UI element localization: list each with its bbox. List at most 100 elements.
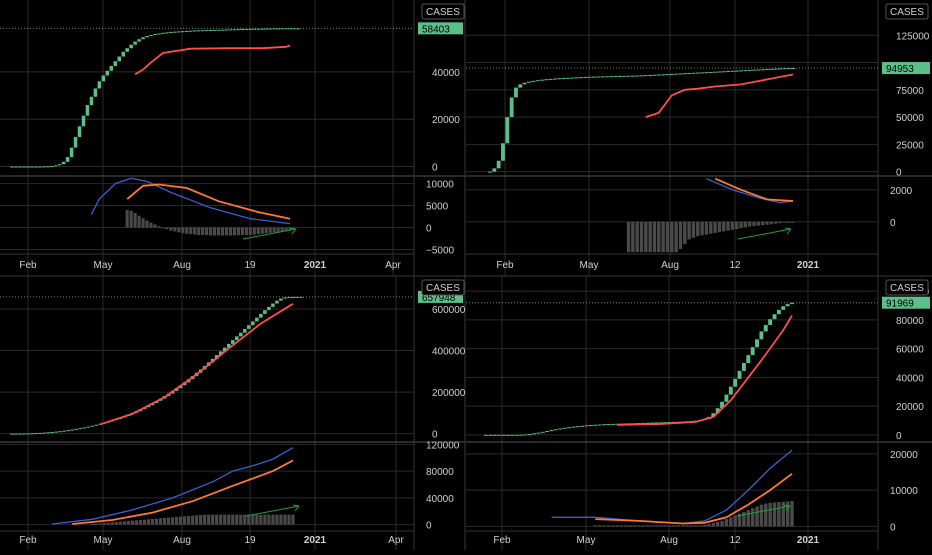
candle: [553, 78, 557, 80]
candle: [208, 30, 213, 32]
trend-arrow-head: [783, 504, 791, 512]
trend-arrow: [242, 228, 297, 240]
candle: [641, 422, 646, 424]
candle: [54, 431, 58, 433]
histogram-bar: [635, 221, 639, 253]
histogram-bar: [197, 227, 201, 235]
candle: [554, 429, 558, 431]
candle: [30, 433, 34, 435]
candle: [730, 70, 735, 72]
candle: [53, 165, 58, 167]
moving-average-line: [617, 315, 793, 426]
candle: [737, 370, 742, 379]
trend-arrow: [736, 505, 791, 517]
histogram-bar: [288, 227, 292, 231]
histogram-bar: [173, 227, 177, 232]
histogram-bar: [98, 523, 102, 525]
histogram-bar: [224, 227, 229, 236]
time-axis-tick: Feb: [19, 260, 37, 271]
histogram-bar: [243, 514, 247, 525]
candle: [691, 72, 696, 74]
histogram-bar: [145, 220, 149, 228]
histogram-bar: [722, 221, 726, 232]
histogram-bar: [240, 227, 244, 235]
candle: [522, 82, 527, 85]
chart-panel-3: 6579480200000400000600000120000800004000…: [0, 276, 466, 550]
histogram-bar: [209, 227, 213, 236]
price-axis-tick: 0: [896, 431, 902, 442]
candle: [46, 432, 50, 434]
candle: [288, 28, 292, 30]
candle: [665, 74, 670, 76]
histogram-bar: [130, 520, 135, 525]
time-axis-tick: 19: [244, 260, 256, 271]
candle: [726, 71, 730, 73]
price-axis-tick: 20000: [432, 115, 460, 126]
histogram-bar: [733, 515, 737, 527]
histogram-bar: [232, 227, 237, 236]
histogram-bar: [765, 221, 769, 225]
candle: [781, 306, 786, 310]
histogram-bar: [169, 227, 173, 231]
candle: [606, 424, 611, 426]
histogram-bar: [259, 514, 263, 525]
price-axis-tick: 75000: [896, 86, 924, 97]
candle: [42, 432, 46, 434]
histogram-bar: [709, 221, 713, 234]
histogram-bar: [150, 518, 155, 525]
symbol-badge[interactable]: [421, 3, 465, 20]
signal-line: [126, 183, 291, 220]
candle: [523, 434, 528, 436]
histogram-bar: [713, 221, 717, 233]
candle: [291, 296, 295, 298]
candle: [70, 429, 74, 431]
candle: [173, 31, 177, 33]
candle: [101, 75, 106, 82]
symbol-badge[interactable]: [885, 3, 929, 20]
candle: [674, 73, 679, 75]
candle: [720, 401, 724, 409]
histogram-bar: [717, 221, 722, 233]
histogram-bar: [637, 525, 641, 527]
candle: [74, 428, 79, 430]
time-axis-tick: Aug: [173, 535, 191, 546]
histogram-bar: [170, 517, 175, 525]
oscillator-axis-tick: 0: [426, 521, 432, 532]
candle: [682, 73, 687, 75]
candle: [580, 425, 585, 427]
histogram-bar: [129, 210, 133, 228]
candle: [747, 69, 752, 71]
candle: [185, 30, 189, 32]
candle: [734, 70, 739, 72]
time-axis-tick: Feb: [496, 260, 514, 271]
histogram-bar: [133, 213, 137, 228]
candle: [271, 303, 275, 307]
histogram-bar: [251, 514, 255, 525]
candle: [38, 166, 42, 168]
candle: [22, 433, 26, 435]
histogram-bar: [256, 227, 260, 235]
candle: [121, 51, 125, 57]
symbol-badge[interactable]: [885, 279, 929, 296]
candle: [584, 425, 589, 427]
candle: [759, 331, 764, 340]
histogram-bar: [255, 514, 259, 525]
time-axis-tick: 2021: [797, 535, 820, 546]
symbol-badge[interactable]: [421, 279, 465, 296]
histogram-bar: [94, 523, 98, 525]
candle: [711, 413, 716, 417]
candle: [251, 321, 255, 326]
histogram-bar: [220, 227, 225, 236]
histogram-bar: [90, 523, 94, 525]
candle: [93, 88, 98, 97]
histogram-bar: [244, 227, 248, 235]
histogram-bar: [756, 221, 761, 226]
candle: [630, 75, 635, 77]
oscillator-axis-tick: 20000: [890, 450, 918, 461]
candle: [145, 35, 149, 38]
candle: [650, 422, 655, 424]
histogram-bar: [704, 221, 709, 235]
candle: [778, 68, 782, 70]
candle: [256, 28, 261, 30]
histogram-bar: [707, 524, 711, 527]
